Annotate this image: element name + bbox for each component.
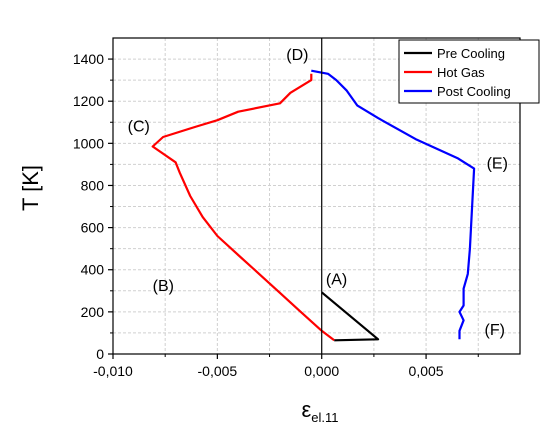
x-tick-label: -0,005 [198,363,238,379]
annotation-label: (C) [128,119,150,136]
y-tick-label: 1400 [73,51,104,67]
y-axis-title: T [K] [18,165,43,211]
x-axis-title-sub: el.11 [311,410,338,425]
x-tick-label: 0,000 [304,363,339,379]
x-axis-title-main: ε [301,397,311,422]
annotation-label: (F) [485,322,505,339]
y-tick-label: 600 [81,220,105,236]
x-tick-label: -0,010 [93,363,133,379]
series-line-hot-gas [151,73,335,342]
y-tick-label: 200 [81,304,105,320]
x-tick-label: 0,005 [409,363,444,379]
annotation-label: (E) [487,156,508,173]
series-line-pre-cooling [320,291,380,342]
annotation-label: (A) [326,271,347,288]
plot-frame [112,37,521,355]
series-group [151,69,476,342]
x-axis-title: εel.11 [301,397,338,425]
annotation-label: (B) [153,278,174,295]
ticks: 0 200 400 600 800 1000 1200 1400 -0,010 -0,005 0,0… [73,51,479,379]
annotations: (A) (B) (C) (D) (E) (F) [128,47,508,339]
y-tick-label: 400 [81,262,105,278]
legend-label: Hot Gas [437,65,485,80]
series-line-post-cooling [311,69,476,340]
y-tick-label: 1000 [73,135,104,151]
legend-label: Post Cooling [437,84,511,99]
legend: Pre Cooling Hot Gas Post Cooling [398,39,540,104]
legend-label: Pre Cooling [437,46,505,61]
y-tick-label: 1200 [73,93,104,109]
y-tick-label: 800 [81,177,105,193]
y-tick-label: 0 [96,346,104,362]
annotation-label: (D) [286,47,308,64]
